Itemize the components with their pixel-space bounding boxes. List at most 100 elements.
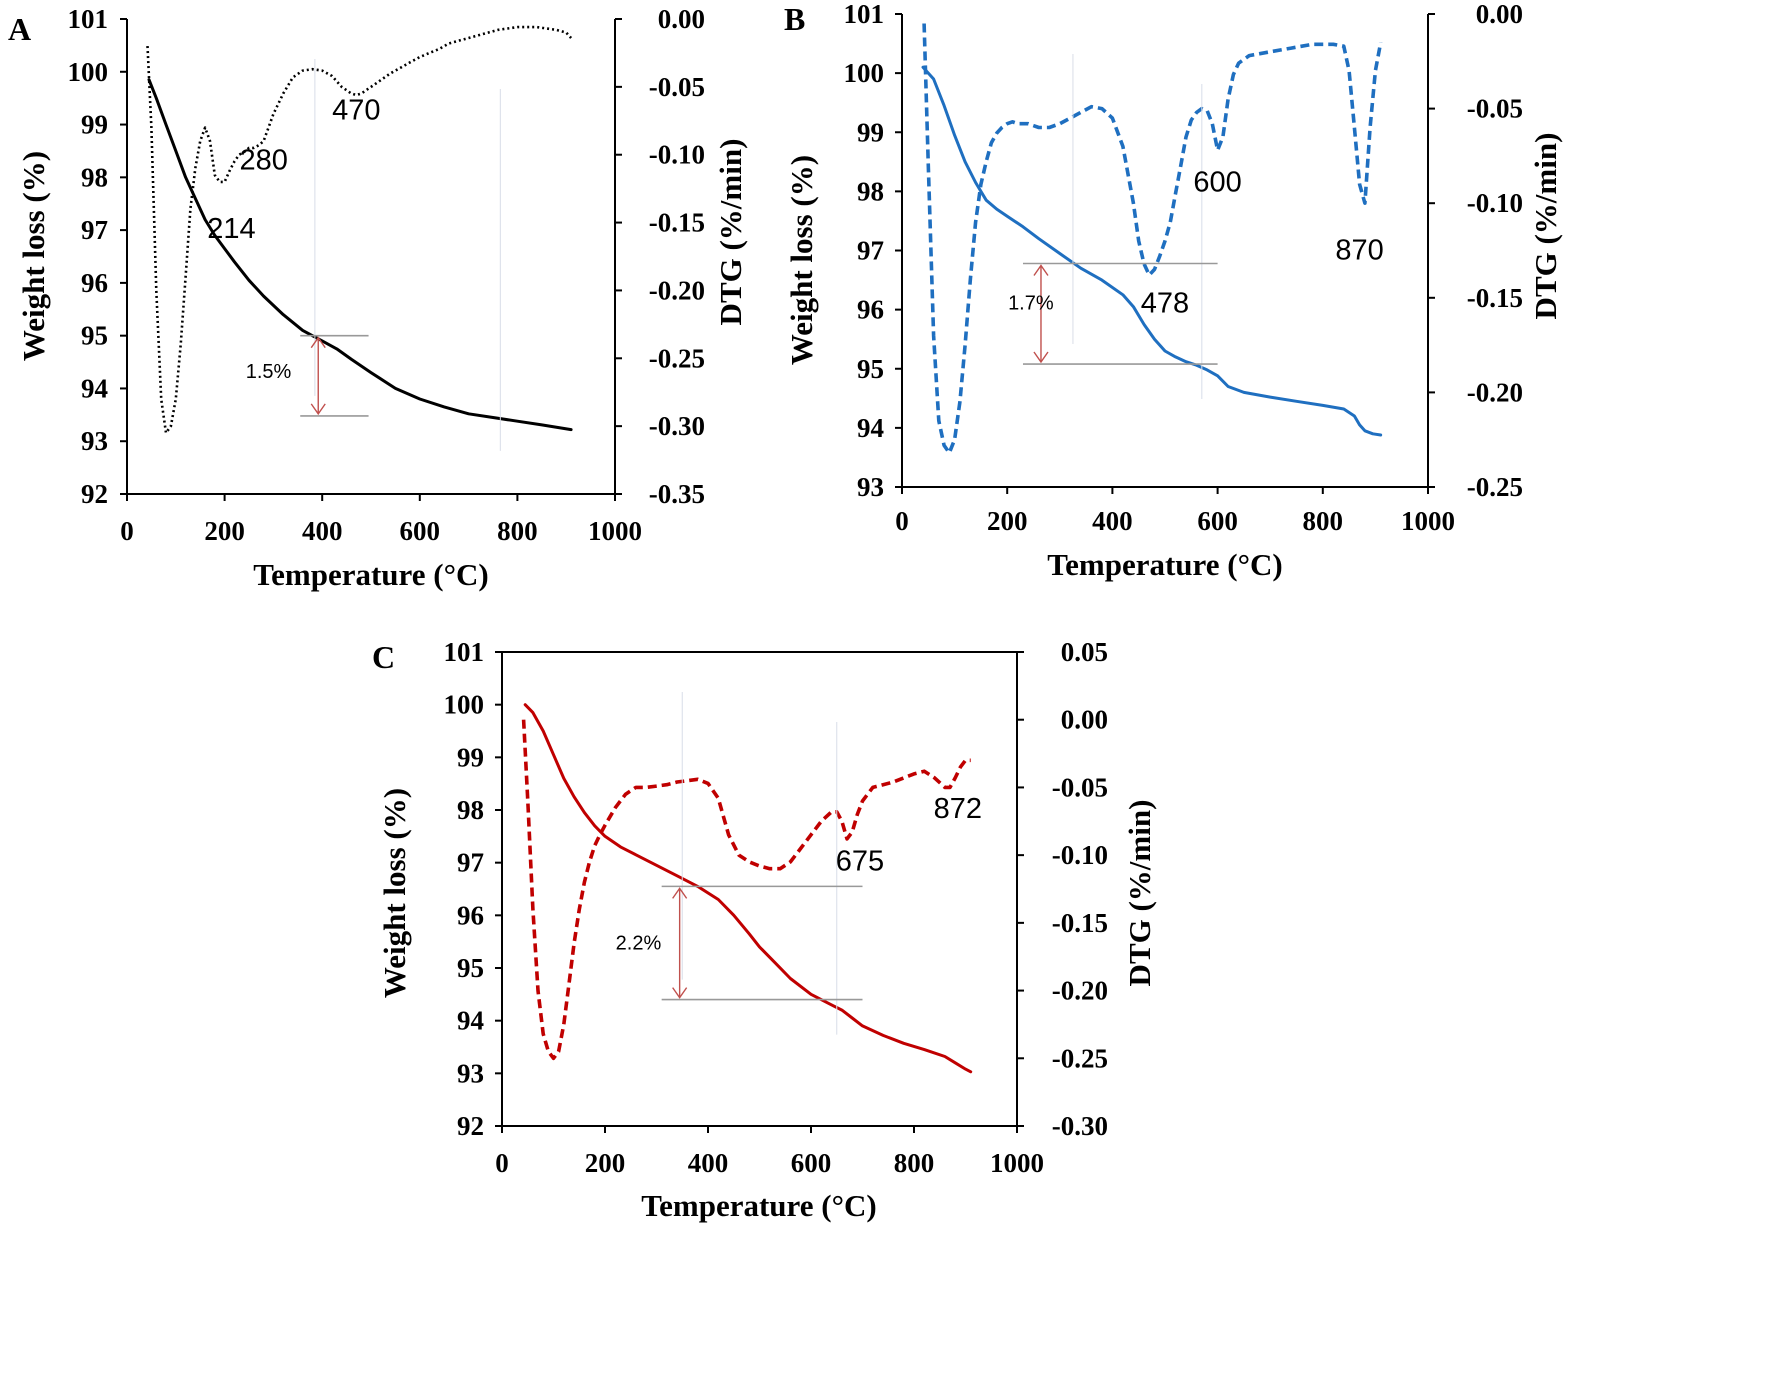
panel-c-curves [521,703,973,1074]
y2-tick-label: -0.05 [1467,94,1523,124]
x-tick-label: 400 [302,516,343,546]
peak-temperature-label: 675 [836,846,884,878]
x-tick-label: 600 [791,1148,832,1178]
loss-arrow-head-up [1033,264,1049,276]
peak-temperature-label: 872 [934,793,982,825]
y-tick-label: 96 [857,295,884,325]
panel-c-label: C [372,639,395,675]
y2-tick-label: -0.10 [1467,188,1523,218]
y2-tick-label: 0.00 [658,4,705,34]
y-tick-label: 99 [457,742,484,772]
y-tick-label: 92 [457,1111,484,1141]
x-tick-label: 800 [1303,506,1344,536]
y2-tick-label: -0.25 [1052,1043,1108,1073]
peak-temperature-label: 870 [1335,234,1383,266]
panel-a-y2-axis-title: DTG (%/min) [713,139,748,326]
x-tick-label: 200 [987,506,1028,536]
y-tick-label: 97 [81,215,108,245]
panel-b-x-axis-title: Temperature (°C) [1047,547,1282,582]
y-tick-label: 99 [857,117,884,147]
x-tick-label: 400 [688,1148,729,1178]
panel-a-label: A [8,11,31,47]
panel-b-y2-axis-title: DTG (%/min) [1528,133,1563,320]
x-tick-label: 200 [204,516,245,546]
peak-temperature-label: 600 [1193,166,1241,198]
panel-a-y-axis-title: Weight loss (%) [16,151,51,361]
x-tick-label: 0 [495,1148,509,1178]
y-tick-label: 100 [68,57,109,87]
panel-a-curves [146,25,573,435]
panel-c-y2-axis-title: DTG (%/min) [1122,800,1157,987]
peak-temperature-label: 280 [239,144,287,176]
y-tick-label: 94 [457,1006,484,1036]
panel-a-x-axis-title: Temperature (°C) [253,557,488,592]
y2-tick-label: -0.30 [649,411,705,441]
panel-a: A 0 200 400 600 800 1000 92 93 94 95 96 97 98 99 100 10… [8,4,748,592]
tga-weight-curve [147,78,573,432]
y-tick-label: 101 [844,0,885,29]
panel-c-x-axis-title: Temperature (°C) [641,1188,876,1223]
x-tick-label: 200 [585,1148,626,1178]
y-tick-label: 93 [857,472,884,502]
tga-weight-curve [921,65,1383,437]
y-tick-label: 94 [857,413,884,443]
y-tick-label: 96 [457,900,484,930]
y-tick-label: 98 [457,795,484,825]
y2-tick-label: -0.30 [1052,1111,1108,1141]
y-tick-label: 95 [81,321,108,351]
y2-tick-label: 0.00 [1061,705,1108,735]
y-tick-label: 101 [68,4,109,34]
y-tick-label: 95 [457,953,484,983]
y2-tick-label: -0.20 [1467,377,1523,407]
y-tick-label: 92 [81,479,108,509]
panel-c: C 0 200 400 600 800 1000 92 93 94 95 96 97 98 99 100 10… [372,637,1157,1223]
peak-temperature-label: 214 [207,213,255,245]
x-tick-label: 1000 [588,516,642,546]
y-tick-label: 100 [844,58,885,88]
dtg-curve [146,25,573,435]
loss-arrow-head-up [310,336,326,349]
x-tick-label: 0 [895,506,909,536]
y-tick-label: 93 [457,1058,484,1088]
panel-b-ticks: 0 200 400 600 800 1000 93 94 95 96 97 98 99 100 101 -0.… [844,0,1524,536]
panel-a-peak-labels: 214 280 470 [207,94,380,245]
x-tick-label: 1000 [990,1148,1044,1178]
panel-b-curves [921,23,1383,455]
x-tick-label: 600 [1197,506,1238,536]
panel-b-y-axis-title: Weight loss (%) [784,155,819,365]
x-tick-label: 0 [120,516,134,546]
y2-tick-label: -0.35 [649,479,705,509]
y-tick-label: 101 [444,637,485,667]
panel-c-peak-labels: 675 872 [836,793,982,878]
weight-loss-label: 1.7% [1008,293,1054,315]
y-tick-label: 98 [857,176,884,206]
x-tick-label: 800 [497,516,538,546]
y-tick-label: 93 [81,426,108,456]
y2-tick-label: -0.15 [649,208,705,238]
y-tick-label: 94 [81,373,108,403]
x-tick-label: 600 [400,516,441,546]
loss-arrow-head-down [1033,351,1049,364]
y2-tick-label: 0.05 [1061,637,1108,667]
y-tick-label: 98 [81,162,108,192]
y2-tick-label: -0.25 [1467,472,1523,502]
y-tick-label: 100 [444,690,485,720]
x-tick-label: 400 [1092,506,1133,536]
y2-tick-label: 0.00 [1476,0,1523,29]
y-tick-label: 95 [857,354,884,384]
panel-b-weight-loss-marker: 1.7% [1008,54,1218,400]
y-tick-label: 99 [81,110,108,140]
peak-temperature-label: 470 [332,94,380,126]
x-tick-label: 1000 [1401,506,1455,536]
y2-tick-label: -0.05 [1052,772,1108,802]
dtg-curve [521,719,971,1061]
y2-tick-label: -0.15 [1052,908,1108,938]
y2-tick-label: -0.20 [1052,976,1108,1006]
panel-c-ticks: 0 200 400 600 800 1000 92 93 94 95 96 97 98 99 100 101 -… [444,637,1109,1178]
y-tick-label: 97 [457,848,484,878]
y2-tick-label: -0.25 [649,343,705,373]
panel-b-peak-labels: 478 600 870 [1141,166,1384,319]
loss-arrow-head-down [672,987,688,999]
y2-tick-label: -0.10 [1052,840,1108,870]
